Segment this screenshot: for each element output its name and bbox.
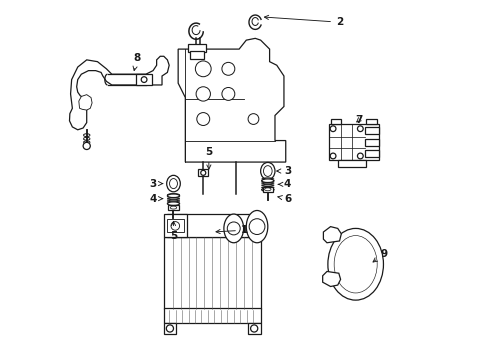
Bar xyxy=(330,119,341,125)
Bar xyxy=(262,187,272,192)
Ellipse shape xyxy=(260,162,274,180)
Text: 4: 4 xyxy=(149,194,163,204)
Bar xyxy=(364,139,378,146)
Polygon shape xyxy=(79,95,92,110)
Text: 7: 7 xyxy=(355,115,362,125)
Bar xyxy=(198,169,208,176)
Circle shape xyxy=(196,87,210,101)
Circle shape xyxy=(222,62,234,75)
Text: 3: 3 xyxy=(149,179,163,189)
Bar xyxy=(163,323,176,334)
Ellipse shape xyxy=(333,235,376,293)
Circle shape xyxy=(196,113,209,126)
Ellipse shape xyxy=(263,166,271,176)
Text: 5: 5 xyxy=(169,221,177,241)
Circle shape xyxy=(195,61,211,77)
Bar xyxy=(187,44,205,51)
Bar xyxy=(337,159,366,167)
Ellipse shape xyxy=(170,206,176,209)
Bar xyxy=(167,214,257,237)
Ellipse shape xyxy=(167,202,179,206)
Polygon shape xyxy=(323,226,341,243)
Circle shape xyxy=(166,325,173,332)
Bar xyxy=(364,127,378,134)
Text: 4: 4 xyxy=(278,179,291,189)
Text: 3: 3 xyxy=(276,166,290,176)
Circle shape xyxy=(357,153,363,159)
Text: 2: 2 xyxy=(264,15,343,27)
Ellipse shape xyxy=(264,188,270,191)
Circle shape xyxy=(201,170,205,175)
Circle shape xyxy=(227,222,240,235)
Bar xyxy=(189,51,203,59)
Ellipse shape xyxy=(167,194,179,198)
Ellipse shape xyxy=(166,175,180,192)
Bar xyxy=(163,237,260,309)
Circle shape xyxy=(329,153,335,159)
Ellipse shape xyxy=(224,214,243,243)
Circle shape xyxy=(249,219,264,234)
Ellipse shape xyxy=(169,179,177,189)
Circle shape xyxy=(247,114,258,125)
Circle shape xyxy=(222,87,234,100)
Bar xyxy=(328,125,378,160)
Text: 8: 8 xyxy=(133,53,140,71)
Circle shape xyxy=(141,77,147,82)
Text: 1: 1 xyxy=(216,225,247,235)
Bar xyxy=(166,220,183,232)
Bar xyxy=(364,150,378,157)
Bar xyxy=(366,119,376,125)
Circle shape xyxy=(250,325,257,332)
Circle shape xyxy=(83,142,90,149)
Text: 6: 6 xyxy=(277,194,290,204)
Text: 9: 9 xyxy=(372,248,387,262)
Circle shape xyxy=(357,126,363,132)
Bar xyxy=(247,323,260,334)
Bar xyxy=(163,214,187,237)
Polygon shape xyxy=(322,271,340,287)
Bar xyxy=(136,74,152,85)
Bar xyxy=(168,206,178,211)
Ellipse shape xyxy=(246,211,267,243)
Polygon shape xyxy=(178,39,285,162)
Circle shape xyxy=(329,126,335,132)
Bar xyxy=(163,309,260,323)
Ellipse shape xyxy=(261,179,273,183)
Circle shape xyxy=(171,222,179,230)
Ellipse shape xyxy=(261,188,273,192)
Text: 5: 5 xyxy=(204,147,212,169)
Ellipse shape xyxy=(327,228,383,300)
Polygon shape xyxy=(69,56,169,130)
